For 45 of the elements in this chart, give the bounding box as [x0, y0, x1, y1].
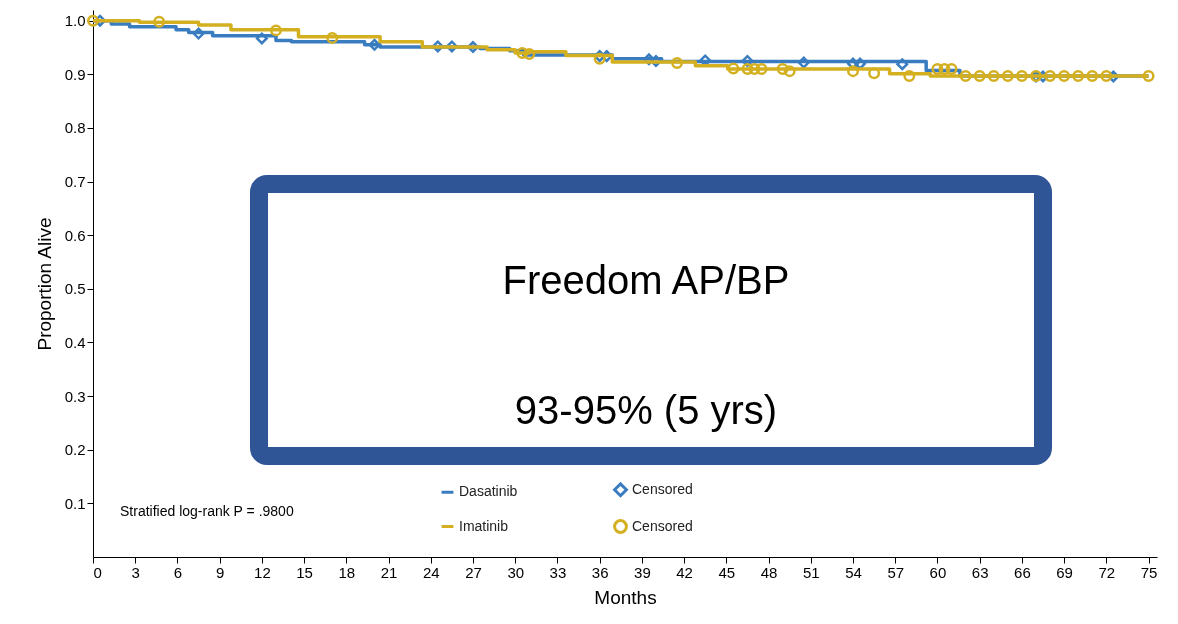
legend-label: Dasatinib [459, 483, 518, 500]
x-tick-label: 75 [1140, 563, 1158, 581]
x-tick-label: 24 [422, 563, 440, 581]
x-tick-label: 21 [380, 563, 398, 581]
x-tick-label: 45 [718, 563, 736, 581]
x-axis-title: Months [594, 586, 657, 608]
x-tick-label: 6 [173, 563, 183, 581]
x-tick-label: 66 [1014, 563, 1031, 581]
x-tick-label: 39 [634, 563, 651, 581]
y-axis-title: Proportion Alive [33, 217, 55, 351]
y-tick-label: 0.9 [64, 65, 86, 83]
y-tick-label: 0.5 [64, 280, 86, 298]
x-tick-label: 54 [845, 563, 862, 581]
x-tick-label: 60 [929, 563, 947, 581]
y-tick-label: 0.4 [64, 333, 86, 351]
y-tick-label: 0.8 [64, 119, 86, 137]
annotation: Freedom AP/BP [502, 258, 790, 302]
y-tick-label: 1.0 [64, 12, 86, 30]
y-tick-label: 0.6 [64, 226, 86, 244]
y-tick-label: 0.2 [64, 441, 86, 459]
x-tick-label: 36 [591, 563, 609, 581]
annotation: 93-95% (5 yrs) [514, 388, 778, 432]
y-tick-label: 0.3 [64, 387, 86, 405]
x-tick-label: 33 [549, 563, 567, 581]
x-tick-label: 51 [802, 563, 820, 581]
x-tick-label: 0 [93, 563, 102, 581]
x-tick-label: 12 [254, 563, 271, 581]
x-tick-label: 30 [507, 563, 525, 581]
legend-label: Imatinib [459, 517, 509, 534]
y-tick-label: 0.1 [64, 494, 86, 512]
x-tick-label: 15 [296, 563, 313, 581]
x-tick-label: 42 [676, 563, 693, 581]
x-tick-label: 72 [1098, 563, 1116, 581]
x-tick-label: 18 [338, 563, 356, 581]
x-tick-label: 9 [215, 563, 225, 581]
x-tick-label: 27 [465, 563, 482, 581]
x-tick-label: 69 [1056, 563, 1073, 581]
x-tick-label: 48 [760, 563, 778, 581]
y-tick-label: 0.7 [64, 173, 86, 191]
annotation: Stratified log-rank P = .9800 [120, 503, 294, 519]
legend-label: Censored [632, 517, 693, 534]
x-tick-label: 3 [131, 563, 140, 581]
x-tick-label: 63 [971, 563, 989, 581]
legend-label: Censored [632, 480, 693, 497]
x-tick-label: 57 [887, 563, 905, 581]
